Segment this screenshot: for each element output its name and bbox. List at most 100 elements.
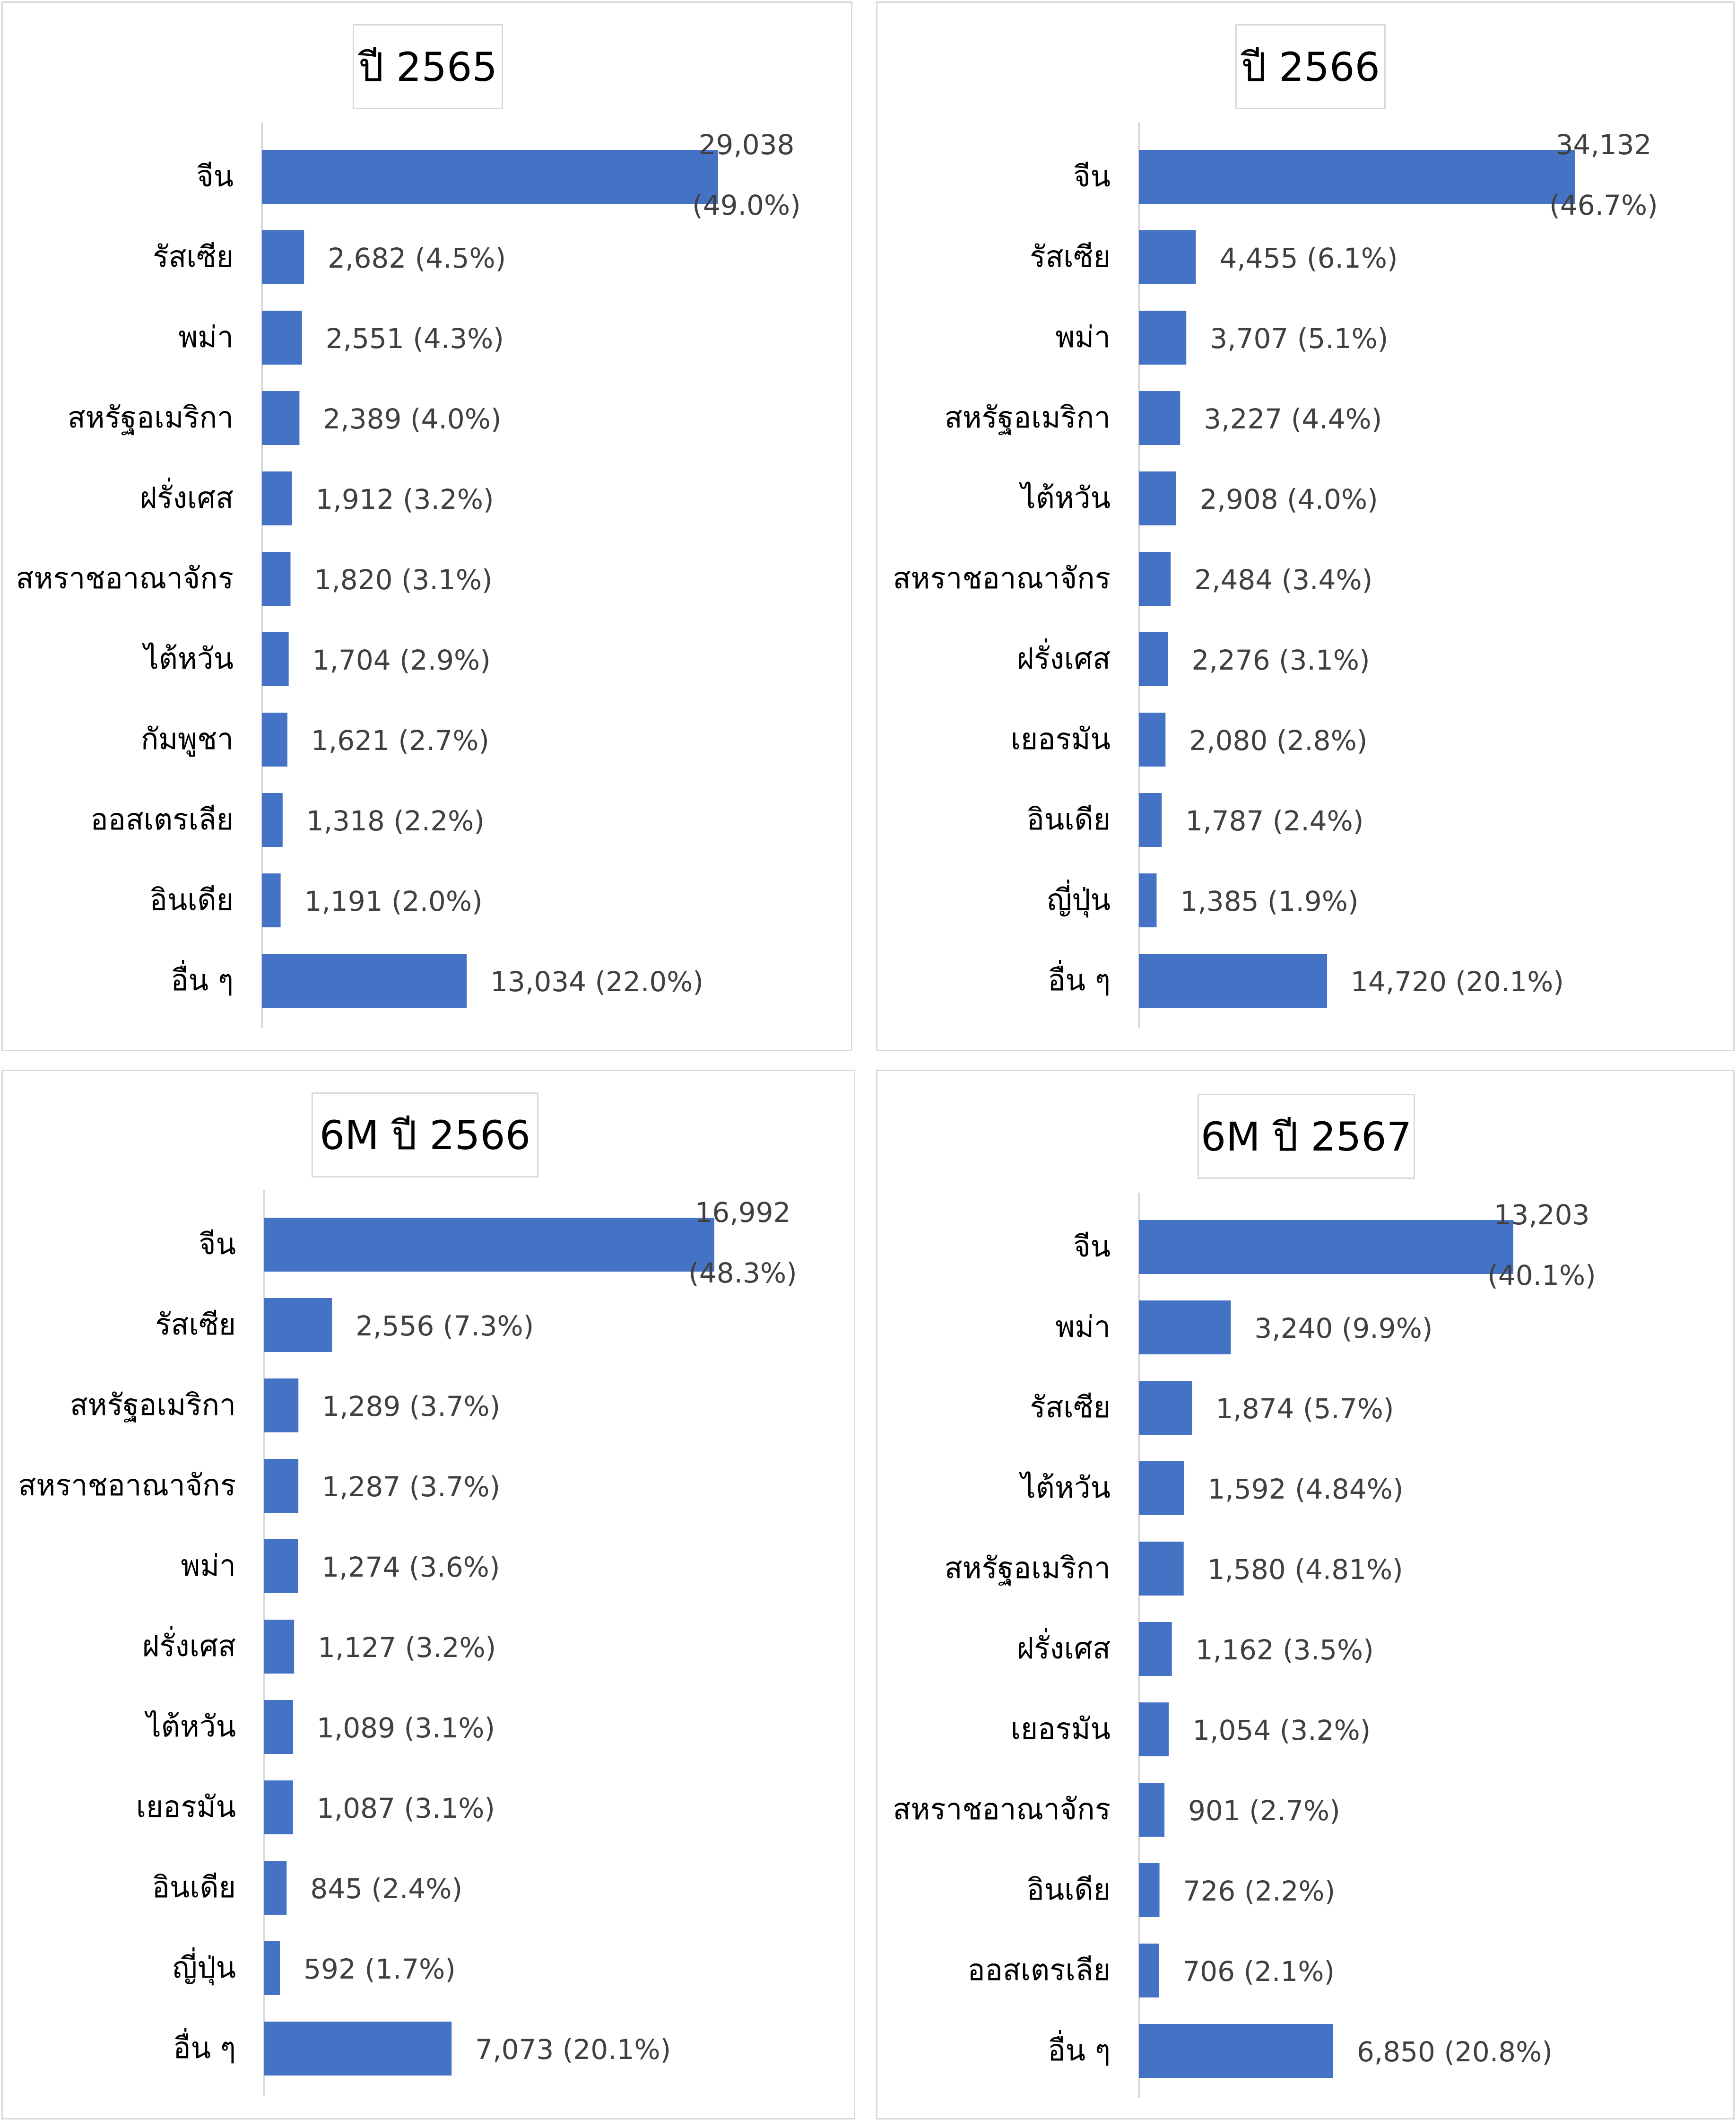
value-label: 1,289 (3.7%) bbox=[322, 1390, 500, 1422]
bar bbox=[1139, 873, 1157, 927]
bar bbox=[1139, 230, 1196, 284]
category-label: เยอรมัน bbox=[136, 1789, 236, 1824]
bar bbox=[262, 471, 292, 525]
category-label: ออสเตรเลีย bbox=[90, 802, 234, 837]
bar bbox=[1139, 471, 1176, 525]
value-label: 1,162 (3.5%) bbox=[1196, 1634, 1374, 1666]
value-label: 16,992 bbox=[695, 1196, 791, 1229]
chart-title: 6M ปี 2566 bbox=[312, 1092, 538, 1177]
chart-panel-6m-2567: 6M ปี 2567 จีน 13,203 (40.1%) พม่า 3,240 (9.… bbox=[876, 1070, 1735, 2119]
category-label: อินเดีย bbox=[1027, 802, 1111, 837]
chart-title: ปี 2566 bbox=[1235, 24, 1386, 109]
category-label: อินเดีย bbox=[152, 1870, 236, 1904]
value-label: 2,276 (3.1%) bbox=[1192, 644, 1370, 676]
bar bbox=[264, 1941, 280, 1995]
value-label: 4,455 (6.1%) bbox=[1219, 242, 1397, 274]
category-label: ไต้หวัน bbox=[141, 641, 234, 676]
bar bbox=[1139, 1863, 1160, 1917]
value-label: 13,203 bbox=[1494, 1199, 1590, 1231]
value-label: 1,820 (3.1%) bbox=[314, 564, 492, 596]
category-label: สหราชอาณาจักร bbox=[893, 1792, 1111, 1826]
value-label: 1,318 (2.2%) bbox=[306, 805, 485, 837]
value-label: 726 (2.2%) bbox=[1183, 1875, 1336, 1907]
bar bbox=[1139, 713, 1166, 767]
bar bbox=[1139, 1783, 1165, 1837]
bar bbox=[264, 1378, 299, 1432]
category-label: จีน bbox=[1073, 159, 1111, 193]
bar bbox=[264, 1700, 294, 1754]
value-label: 3,707 (5.1%) bbox=[1210, 323, 1388, 355]
bar bbox=[1139, 1300, 1231, 1354]
value-label: 1,704 (2.9%) bbox=[312, 644, 491, 676]
value-label: 2,551 (4.3%) bbox=[326, 323, 504, 355]
chart-panel-6m-2566: 6M ปี 2566 จีน 16,992 (48.3%) รัสเซีย 2,556 … bbox=[1, 1070, 855, 2119]
value-label: 2,556 (7.3%) bbox=[356, 1310, 534, 1342]
category-label: เยอรมัน bbox=[1011, 722, 1111, 756]
value-label: 1,191 (2.0%) bbox=[304, 885, 483, 917]
value-label: 845 (2.4%) bbox=[310, 1873, 462, 1905]
category-label: จีน bbox=[199, 1227, 236, 1261]
category-label: อื่น ๆ bbox=[1048, 2030, 1111, 2067]
bar bbox=[1139, 793, 1162, 847]
bar bbox=[262, 391, 300, 445]
category-label: สหราชอาณาจักร bbox=[893, 561, 1111, 595]
bar bbox=[264, 1298, 332, 1352]
category-label: สหรัฐอเมริกา bbox=[68, 400, 234, 435]
category-label: พม่า bbox=[1055, 1309, 1111, 1344]
bar bbox=[262, 150, 718, 204]
percent-label: (40.1%) bbox=[1487, 1259, 1596, 1291]
value-label: 1,592 (4.84%) bbox=[1207, 1473, 1403, 1505]
value-label: 2,484 (3.4%) bbox=[1194, 564, 1372, 596]
value-label: 1,127 (3.2%) bbox=[318, 1631, 496, 1664]
category-label: อื่น ๆ bbox=[1048, 960, 1111, 997]
value-label: 2,389 (4.0%) bbox=[323, 403, 501, 435]
value-label: 1,087 (3.1%) bbox=[317, 1792, 495, 1824]
bar bbox=[264, 2022, 452, 2076]
bar bbox=[264, 1861, 287, 1915]
category-label: ฝรั่งเศส bbox=[140, 478, 234, 515]
bar bbox=[1139, 150, 1575, 204]
value-label: 3,227 (4.4%) bbox=[1204, 403, 1382, 435]
bar bbox=[264, 1459, 299, 1513]
category-label: ฝรั่งเศส bbox=[1017, 1628, 1111, 1666]
category-label: ไต้หวัน bbox=[1018, 1470, 1111, 1505]
percent-label: (48.3%) bbox=[688, 1257, 797, 1289]
category-label: รัสเซีย bbox=[155, 1307, 236, 1342]
bar bbox=[264, 1620, 295, 1674]
bar bbox=[1139, 552, 1171, 606]
value-label: 1,054 (3.2%) bbox=[1192, 1714, 1371, 1746]
category-label: พม่า bbox=[1055, 320, 1111, 354]
category-label: อื่น ๆ bbox=[171, 960, 234, 997]
bar bbox=[262, 311, 302, 365]
chart-svg: จีน 29,038 (49.0%) รัสเซีย 2,682 (4.5%) พม่า 2… bbox=[16, 122, 801, 1028]
category-label: กัมพูชา bbox=[141, 722, 234, 757]
value-label: 1,089 (3.1%) bbox=[317, 1712, 495, 1744]
value-label: 29,038 bbox=[699, 129, 795, 161]
bar bbox=[1139, 1461, 1184, 1515]
chart-svg: จีน 34,132 (46.7%) รัสเซีย 4,455 (6.1%) พม่า 3… bbox=[893, 122, 1658, 1028]
chart-panel-2566: ปี 2566 จีน 34,132 (46.7%) รัสเซีย 4,455 (6.… bbox=[876, 1, 1735, 1051]
category-label: ญี่ปุ่น bbox=[172, 1947, 236, 1985]
bar bbox=[1139, 632, 1168, 686]
category-label: จีน bbox=[1073, 1229, 1111, 1264]
bar bbox=[262, 954, 467, 1008]
bar bbox=[1139, 1622, 1172, 1676]
value-label: 1,274 (3.6%) bbox=[321, 1551, 500, 1583]
bar bbox=[262, 873, 281, 927]
bar bbox=[1139, 1944, 1159, 1997]
value-label: 592 (1.7%) bbox=[304, 1953, 456, 1985]
category-label: พม่า bbox=[181, 1548, 236, 1583]
percent-label: (49.0%) bbox=[692, 189, 801, 221]
value-label: 1,385 (1.9%) bbox=[1180, 885, 1358, 917]
bar bbox=[1139, 1702, 1169, 1756]
chart-svg: จีน 16,992 (48.3%) รัสเซีย 2,556 (7.3%) สหรัฐ… bbox=[18, 1190, 797, 2096]
value-label: 2,908 (4.0%) bbox=[1200, 483, 1378, 515]
bar bbox=[262, 230, 304, 284]
value-label: 1,287 (3.7%) bbox=[322, 1471, 500, 1503]
category-label: รัสเซีย bbox=[1030, 1390, 1111, 1424]
value-label: 901 (2.7%) bbox=[1188, 1795, 1340, 1827]
bar bbox=[1139, 1220, 1513, 1274]
category-label: จีน bbox=[196, 159, 234, 193]
value-label: 2,682 (4.5%) bbox=[328, 242, 506, 274]
chart-title: ปี 2565 bbox=[353, 24, 503, 109]
